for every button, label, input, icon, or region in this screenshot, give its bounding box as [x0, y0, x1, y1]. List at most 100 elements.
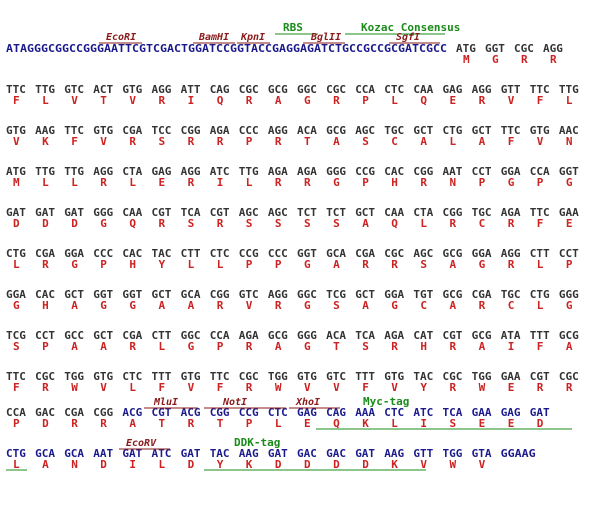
codon: AGG — [268, 124, 288, 137]
amino-acid: A — [42, 458, 49, 471]
amino-acid: L — [129, 176, 136, 189]
ddk-tag-label: DDK-tag — [234, 436, 280, 449]
amino-acid: P — [537, 176, 544, 189]
codon: GCC — [64, 329, 84, 342]
amino-acid: V — [304, 381, 311, 394]
amino-acid: R — [537, 381, 544, 394]
codon: CGT — [152, 206, 172, 219]
amino-acid: D — [42, 417, 49, 430]
amino-acid: E — [508, 381, 515, 394]
codon: GCA — [35, 447, 55, 460]
codon: AAG — [384, 447, 404, 460]
rbs-label: RBS — [283, 21, 303, 34]
amino-acid: A — [71, 340, 78, 353]
codon: GGG — [297, 329, 317, 342]
amino-acid: Y — [159, 258, 166, 271]
amino-acid: R — [42, 258, 49, 271]
codon: GAG — [501, 406, 521, 419]
amino-acid: R — [42, 381, 49, 394]
amino-acid: N — [450, 176, 457, 189]
codon: GCG — [268, 329, 288, 342]
amino-acid: R — [100, 417, 107, 430]
amino-acid: R — [188, 135, 195, 148]
amino-acid: V — [420, 458, 427, 471]
amino-acid: V — [129, 94, 136, 107]
amino-acid: H — [391, 176, 398, 189]
amino-acid: P — [13, 417, 20, 430]
codon: CTG — [6, 447, 26, 460]
amino-acid: S — [450, 417, 457, 430]
codon: GTG — [384, 370, 404, 383]
codon: CGC — [326, 83, 346, 96]
codon: AGG — [93, 165, 113, 178]
amino-acid: V — [100, 381, 107, 394]
amino-acid: A — [362, 299, 369, 312]
amino-acid: R — [479, 299, 486, 312]
codon: GCA — [326, 247, 346, 260]
amino-acid: N — [566, 135, 573, 148]
amino-acid: F — [71, 135, 78, 148]
codon: AGA — [210, 124, 230, 137]
amino-acid: V — [391, 381, 398, 394]
mlui-site-label: MluI — [153, 397, 178, 408]
codon: AGC — [239, 206, 259, 219]
amino-acid: R — [246, 94, 253, 107]
codon: GCT — [413, 124, 433, 137]
amino-acid: G — [492, 53, 499, 66]
amino-acid: A — [333, 135, 340, 148]
codon: CTT — [152, 329, 172, 342]
codon: CGA — [472, 288, 492, 301]
codon: TGT — [413, 288, 433, 301]
codon: CGC — [239, 83, 259, 96]
codon: AGG — [472, 83, 492, 96]
codon: CGG — [210, 406, 230, 419]
codon: CGG — [443, 206, 463, 219]
codon: GTG — [122, 83, 142, 96]
codon: GAC — [326, 447, 346, 460]
amino-acid: R — [100, 176, 107, 189]
codon: CTC — [122, 370, 142, 383]
codon: AAT — [93, 447, 113, 460]
amino-acid: V — [333, 381, 340, 394]
amino-acid: R — [129, 135, 136, 148]
codon: CGC — [559, 370, 579, 383]
codon: AAG — [239, 447, 259, 460]
sgfi-site-label: SgfI — [396, 32, 420, 43]
codon: CGA — [122, 329, 142, 342]
amino-acid: S — [420, 258, 427, 271]
amino-acid: C — [391, 135, 398, 148]
amino-acid: S — [362, 340, 369, 353]
ecori-site-label: EcoRI — [106, 32, 136, 43]
amino-acid: K — [391, 458, 398, 471]
codon: AGC — [355, 124, 375, 137]
codon: AAC — [559, 124, 579, 137]
amino-acid: L — [450, 135, 457, 148]
amino-acid: H — [129, 258, 136, 271]
amino-acid: S — [159, 135, 166, 148]
codon: GCG — [443, 247, 463, 260]
codon: ACA — [297, 124, 317, 137]
amino-acid: A — [100, 340, 107, 353]
kpni-site-label: KpnI — [240, 32, 265, 43]
codon: GGT — [297, 247, 317, 260]
codon: CAA — [384, 206, 404, 219]
codon: CTC — [384, 83, 404, 96]
kozac-consensus-label: Kozac Consensus — [361, 21, 460, 34]
codon: GGG — [93, 206, 113, 219]
codon: TAC — [413, 370, 433, 383]
amino-acid: H — [42, 299, 49, 312]
amino-acid: E — [479, 417, 486, 430]
codon: TCA — [181, 206, 201, 219]
codon: GAT — [355, 447, 375, 460]
amino-acid: L — [42, 94, 49, 107]
amino-acid: R — [391, 340, 398, 353]
amino-acid: W — [71, 381, 78, 394]
amino-acid: M — [13, 176, 20, 189]
codon: GCA — [64, 447, 84, 460]
amino-acid: A — [362, 217, 369, 230]
codon: TGG — [268, 370, 288, 383]
amino-acid: D — [188, 458, 195, 471]
amino-acid: A — [479, 340, 486, 353]
amino-acid: C — [508, 299, 515, 312]
